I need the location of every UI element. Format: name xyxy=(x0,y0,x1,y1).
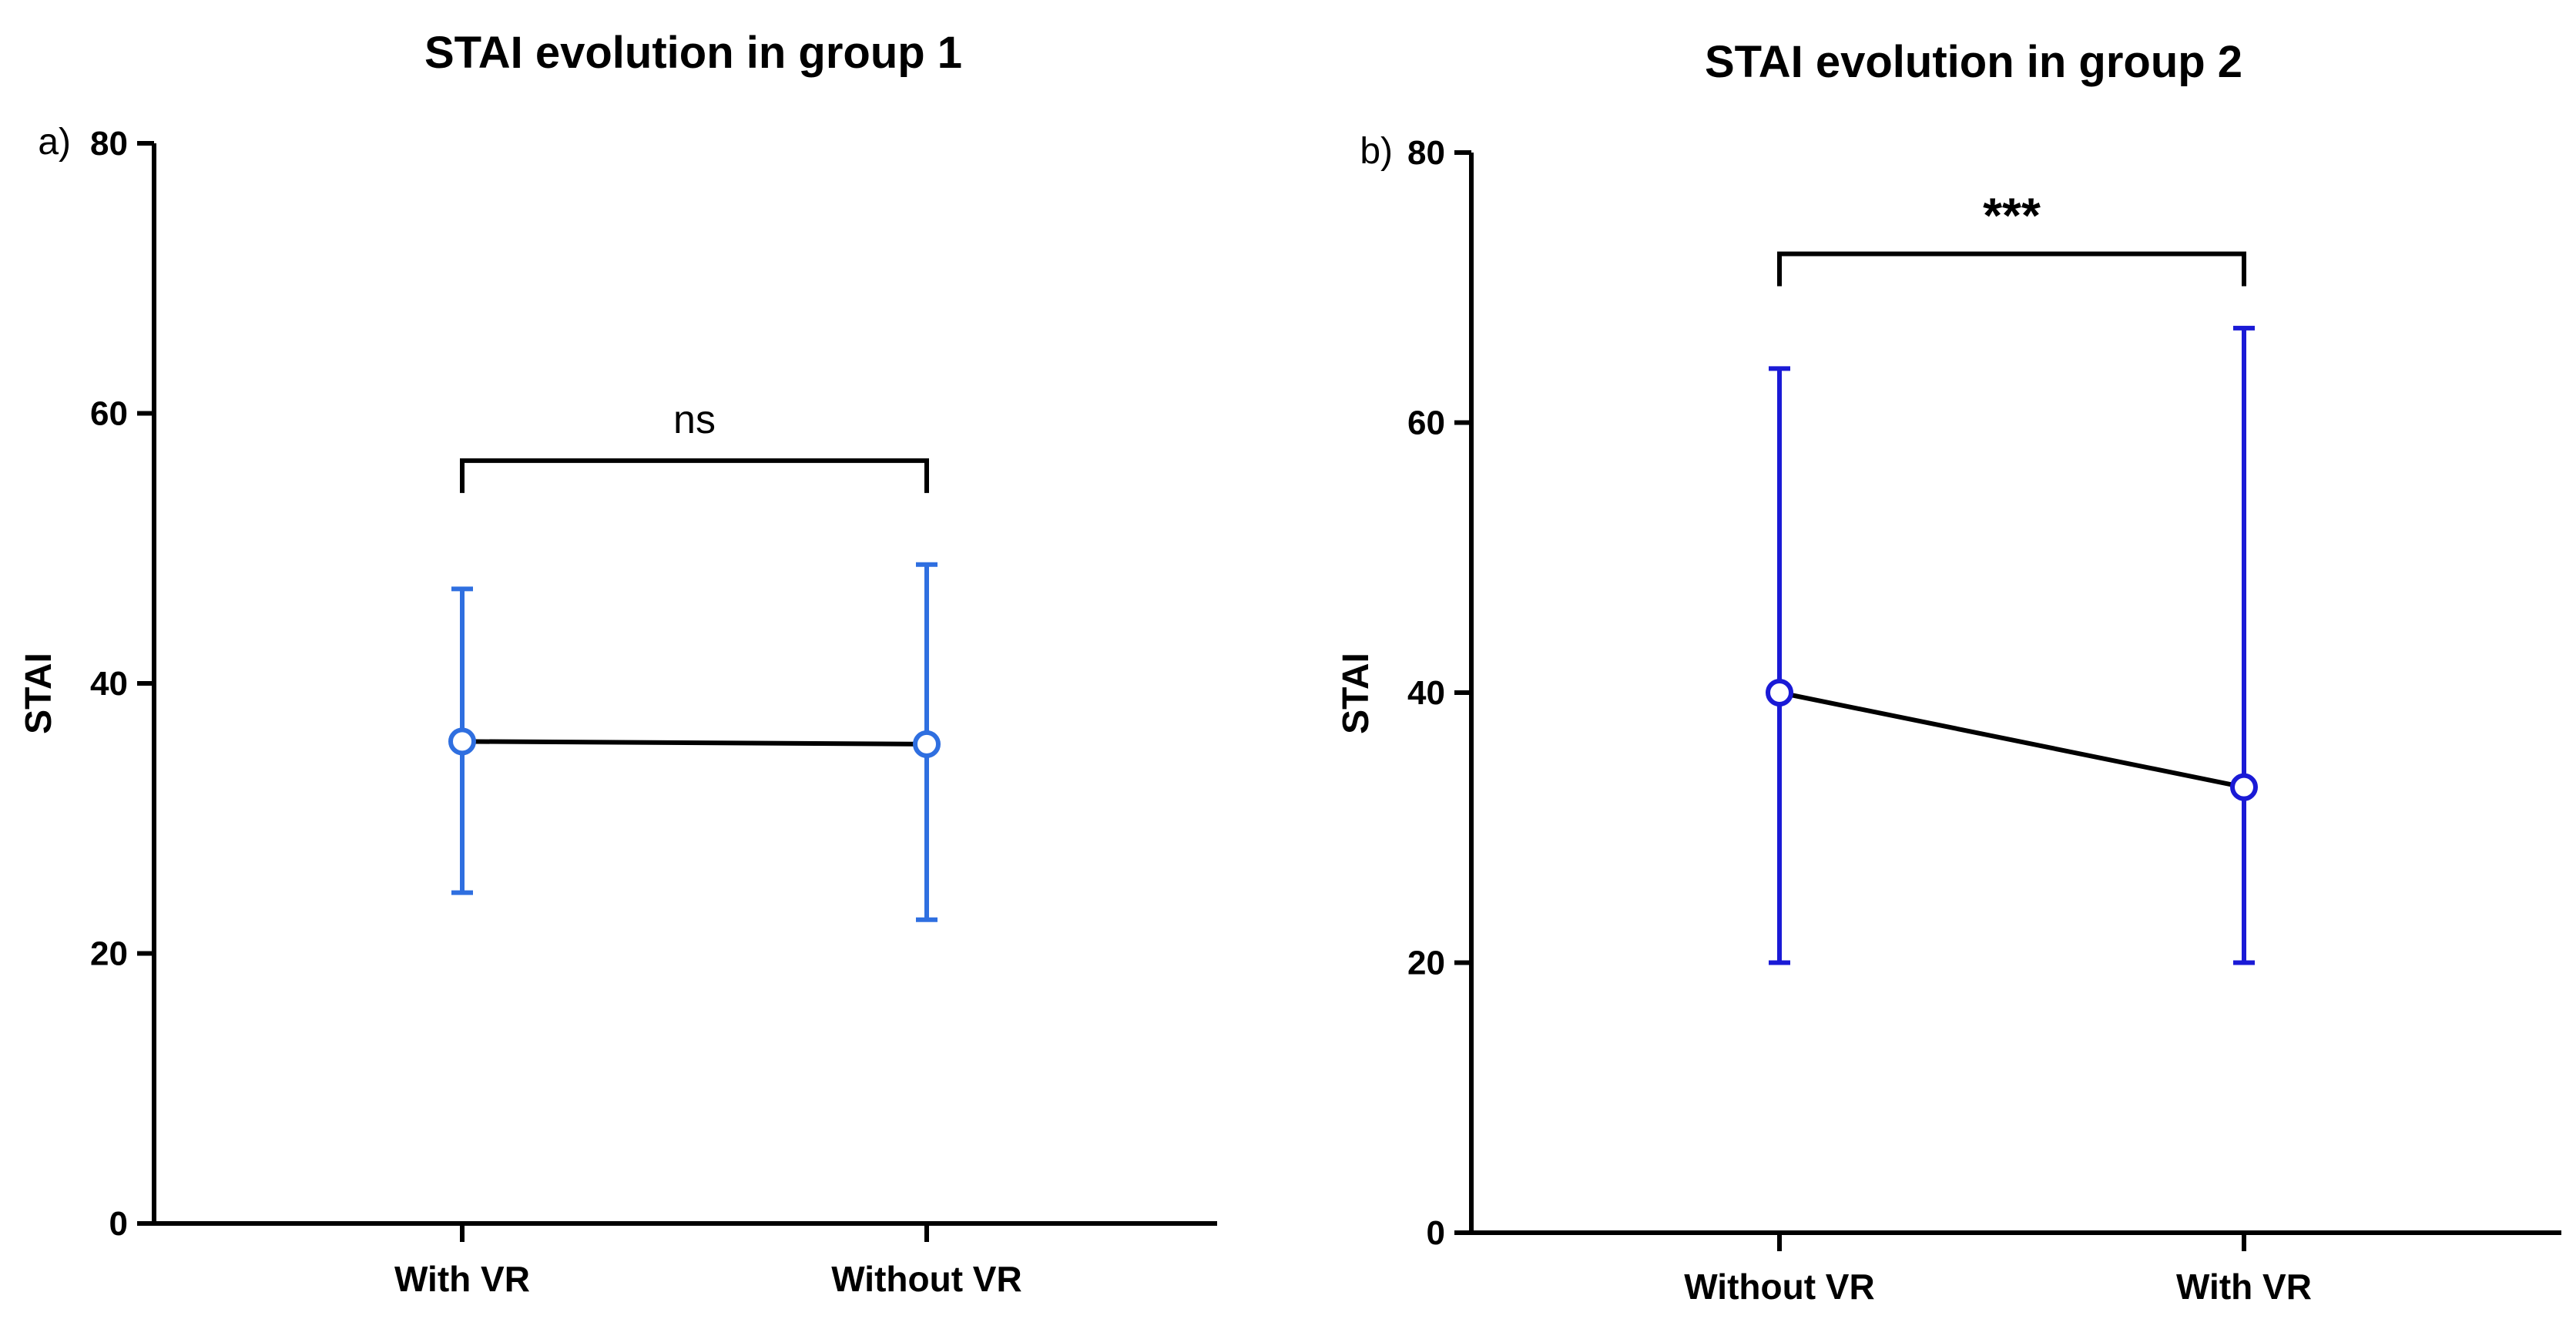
panel-1-point-0 xyxy=(448,727,476,756)
panel-2-label: b) xyxy=(1360,131,1393,172)
panel-2-ytick-label-0: 0 xyxy=(1427,1214,1445,1252)
panel-2-ylabel: STAI xyxy=(1336,653,1377,734)
panel-2-title: STAI evolution in group 2 xyxy=(1705,37,2242,87)
panel-1-category-0: With VR xyxy=(394,1259,530,1299)
panel-2-error-bar-1 xyxy=(2233,325,2255,965)
panel-1-series-line xyxy=(461,739,927,747)
panel-1-point-1 xyxy=(913,730,941,758)
panel-2-series-line xyxy=(1779,690,2245,790)
panel-2-ytick-label-3: 60 xyxy=(1407,404,1445,442)
panel-2-point-1 xyxy=(2230,773,2258,801)
panel-1-ytick-label-4: 80 xyxy=(90,125,128,163)
panel-2-x-ticks: Without VR With VR xyxy=(1684,1233,2312,1307)
panel-2: STAI evolution in group 2 b) STAI 0 20 40 6… xyxy=(1336,37,2561,1307)
panel-1-significance-bracket xyxy=(460,458,929,493)
panel-1-bracket-line xyxy=(460,458,929,493)
panel-2-significance-label: *** xyxy=(1983,187,2041,243)
panel-1-label: a) xyxy=(38,122,71,163)
panel-1-marks xyxy=(448,562,941,922)
panel-1-ytick-label-1: 20 xyxy=(90,935,128,973)
panel-2-marks xyxy=(1766,325,2258,965)
panel-2-category-1: With VR xyxy=(2176,1267,2312,1307)
panel-1: STAI evolution in group 1 a) STAI 0 20 40 6… xyxy=(18,28,1217,1299)
panel-2-y-ticks: 0 20 40 60 80 xyxy=(1407,134,1471,1252)
panel-1-y-ticks: 0 20 40 60 80 xyxy=(90,125,154,1243)
panel-1-significance-label: ns xyxy=(673,398,716,442)
panel-2-ytick-label-2: 40 xyxy=(1407,674,1445,712)
panel-2-category-0: Without VR xyxy=(1684,1267,1874,1307)
panel-2-ytick-label-1: 20 xyxy=(1407,945,1445,982)
panel-1-ytick-label-3: 60 xyxy=(90,395,128,433)
panel-2-bracket-line xyxy=(1777,251,2246,287)
panel-1-category-1: Without VR xyxy=(831,1259,1021,1299)
panel-1-title: STAI evolution in group 1 xyxy=(424,28,962,78)
panel-2-error-bar-0 xyxy=(1769,366,1790,965)
panel-1-x-ticks: With VR Without VR xyxy=(394,1223,1022,1299)
panel-1-ylabel: STAI xyxy=(18,653,59,734)
panel-2-significance-bracket xyxy=(1777,251,2246,287)
panel-2-point-0 xyxy=(1766,679,1793,706)
panel-1-ytick-label-0: 0 xyxy=(109,1205,128,1243)
panel-2-ytick-label-4: 80 xyxy=(1407,134,1445,172)
panel-1-ytick-label-2: 40 xyxy=(90,665,128,703)
